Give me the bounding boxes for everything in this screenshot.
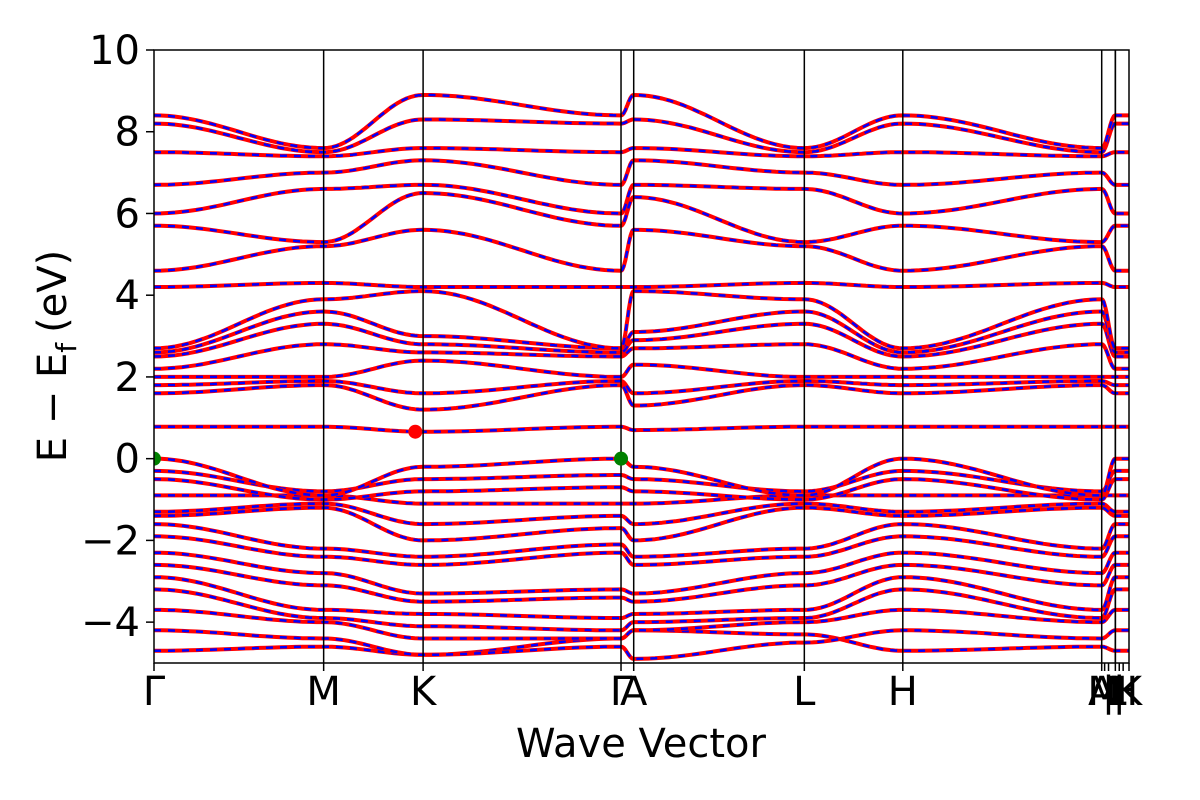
marker-vbm-0 [154,451,161,466]
band-line-0-solid [154,628,1129,657]
band-line-6-dashed [154,551,1129,595]
band-line-8-solid [154,522,1129,559]
y-axis-label-subscript: f [50,342,83,353]
band-line-12-dashed [154,477,1129,501]
y-axis-ticks: −4 −2 0 2 4 6 8 10 [81,28,154,646]
band-line-22-dashed [154,289,1129,350]
y-tick-label: 0 [115,437,140,483]
band-line-14-dashed [154,457,1129,497]
x-tick-label: Γ [143,669,166,715]
y-tick-label: −4 [81,600,140,646]
extrema-markers [154,424,629,466]
marker-cbm-2 [408,424,423,439]
x-tick-label: M [1087,669,1122,715]
band-line-4-dashed [154,575,1129,620]
band-line-21-dashed [154,310,1129,354]
band-line-23-dashed [154,281,1129,289]
band-line-26-dashed [154,183,1129,215]
kpoint-separators [322,50,1117,663]
x-tick-label: K [410,669,438,715]
band-line-5-dashed [154,563,1129,603]
y-tick-label: 2 [115,355,140,401]
y-tick-label: 6 [115,191,140,237]
x-tick-label: L [793,669,816,715]
x-tick-label: Γ [610,669,633,715]
band-line-19-solid [154,342,1129,371]
band-line-11-dashed [154,494,1129,505]
band-line-7-dashed [154,535,1129,567]
band-line-10-solid [154,501,1129,527]
y-tick-label: 10 [89,28,140,74]
band-line-20-dashed [154,322,1129,358]
plot-frame [153,49,1130,664]
band-line-18-solid [154,358,1129,379]
y-axis-label: E − Ef (eV) [30,250,83,463]
band-line-25-solid [154,191,1129,245]
band-line-24-solid [154,227,1129,273]
x-tick-label: | [1113,669,1126,715]
band-line-9-dashed [154,506,1129,542]
y-tick-label: 4 [115,273,140,319]
band-line-25-dashed [154,191,1129,244]
x-axis-ticks: Γ M K ΓA L H AM|L|HK [143,663,1144,715]
bands-layer [154,93,1129,661]
marker-vbm-1 [614,451,629,466]
y-tick-label: −2 [81,518,140,564]
x-axis-label: Wave Vector [516,721,767,767]
y-tick-label: 8 [115,110,140,156]
x-tick-label: H [1108,669,1138,715]
band-line-3-solid [154,587,1129,633]
x-tick-label: L [1104,669,1127,715]
band-line-27-solid [154,158,1129,187]
x-tick-label: A [1088,669,1116,715]
x-tick-label: K [1116,669,1144,715]
band-line-16-solid [154,383,1129,412]
band-line-2-solid [154,607,1129,641]
x-tick-label: A [620,669,648,715]
x-tick-label: H [888,669,918,715]
x-tick-label: | [1102,669,1115,715]
band-line-15-dashed [154,425,1129,433]
band-line-17-solid [154,379,1129,396]
band-line-13-solid [154,468,1129,494]
y-axis-label-main: E − E [30,353,76,463]
band-line-24-dashed [154,228,1129,272]
band-line-28-dashed [154,146,1129,158]
band-line-30-dashed [154,93,1129,150]
y-axis-label-unit: (eV) [30,250,76,333]
x-tick-label: M [306,669,341,715]
band-line-1-solid [154,628,1129,661]
